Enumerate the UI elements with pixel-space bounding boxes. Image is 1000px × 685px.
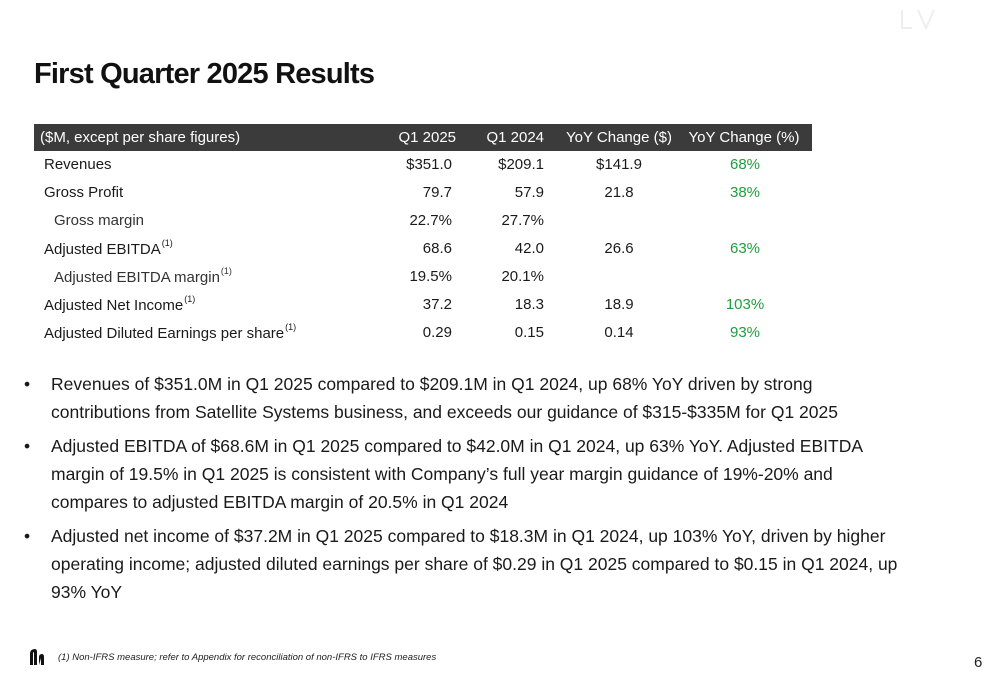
row-label: Revenues [44, 156, 112, 173]
cell-change-pct: 103% [725, 296, 765, 313]
row-label: Adjusted Net Income(1) [44, 294, 196, 314]
bullet-list: • Revenues of $351.0M in Q1 2025 compare… [24, 370, 904, 612]
results-table: ($M, except per share figures) Q1 2025 Q… [34, 124, 812, 347]
cell-q1-2025: 19.5% [409, 268, 452, 285]
cell-q1-2024: 27.7% [501, 212, 544, 229]
footnote-marker: (1) [285, 322, 297, 332]
cell-change-usd: 21.8 [604, 184, 634, 201]
table-row: Adjusted Net Income(1) 37.2 18.3 18.9 10… [34, 291, 812, 319]
table-row: Adjusted Diluted Earnings per share(1) 0… [34, 319, 812, 347]
bullet-item: • Revenues of $351.0M in Q1 2025 compare… [24, 370, 904, 426]
cell-q1-2024: 57.9 [514, 184, 544, 201]
cell-q1-2025: $351.0 [406, 156, 452, 173]
cell-q1-2024: $209.1 [498, 156, 544, 173]
page-number: 6 [974, 654, 983, 671]
footnote-marker: (1) [161, 238, 173, 248]
bullet-marker: • [24, 436, 31, 456]
row-label: Adjusted EBITDA(1) [44, 238, 173, 258]
header-yoy-change-usd: YoY Change ($) [566, 129, 672, 146]
footnote-marker: (1) [220, 266, 232, 276]
cell-change-usd: $141.9 [596, 156, 642, 173]
table-header: ($M, except per share figures) Q1 2025 Q… [34, 124, 812, 151]
table-row: Adjusted EBITDA margin(1) 19.5% 20.1% [34, 263, 812, 291]
table-row: Gross margin 22.7% 27.7% [34, 207, 812, 235]
table-row: Adjusted EBITDA(1) 68.6 42.0 26.6 63% [34, 235, 812, 263]
cell-q1-2024: 42.0 [514, 240, 544, 257]
footnote-marker: (1) [184, 294, 196, 304]
bullet-item: • Adjusted net income of $37.2M in Q1 20… [24, 522, 904, 606]
cell-change-pct: 68% [729, 156, 761, 173]
cell-change-pct: 63% [729, 240, 761, 257]
cell-q1-2025: 68.6 [422, 240, 452, 257]
cell-q1-2024: 0.15 [514, 324, 544, 341]
header-units: ($M, except per share figures) [40, 129, 241, 146]
footnote: (1) Non-IFRS measure; refer to Appendix … [58, 652, 437, 663]
bullet-marker: • [24, 526, 31, 546]
header-q1-2025: Q1 2025 [398, 129, 456, 146]
company-logo-icon [30, 649, 44, 665]
header-yoy-change-pct: YoY Change (%) [688, 129, 800, 146]
bullet-text: Adjusted net income of $37.2M in Q1 2025… [51, 526, 898, 602]
bullet-text: Adjusted EBITDA of $68.6M in Q1 2025 com… [51, 436, 863, 512]
page-title: First Quarter 2025 Results [34, 58, 375, 90]
cell-q1-2025: 22.7% [409, 212, 452, 229]
table-row: Revenues $351.0 $209.1 $141.9 68% [34, 151, 812, 179]
cell-q1-2025: 0.29 [422, 324, 452, 341]
cell-q1-2024: 20.1% [501, 268, 544, 285]
cell-change-pct: 93% [729, 324, 761, 341]
row-label: Adjusted EBITDA margin(1) [54, 266, 232, 286]
cell-change-pct: 38% [729, 184, 761, 201]
bullet-text: Revenues of $351.0M in Q1 2025 compared … [51, 374, 838, 422]
table-row: Gross Profit 79.7 57.9 21.8 38% [34, 179, 812, 207]
cell-change-usd: 26.6 [604, 240, 634, 257]
bullet-item: • Adjusted EBITDA of $68.6M in Q1 2025 c… [24, 432, 904, 516]
bullet-marker: • [24, 374, 31, 394]
row-label: Gross Profit [44, 184, 124, 201]
row-label: Gross margin [54, 212, 145, 229]
cell-q1-2025: 79.7 [422, 184, 452, 201]
cell-q1-2024: 18.3 [514, 296, 544, 313]
cell-change-usd: 18.9 [604, 296, 634, 313]
cell-q1-2025: 37.2 [422, 296, 452, 313]
header-q1-2024: Q1 2024 [486, 129, 544, 146]
watermark-logo-icon [901, 9, 935, 31]
cell-change-usd: 0.14 [604, 324, 634, 341]
row-label: Adjusted Diluted Earnings per share(1) [44, 322, 297, 342]
